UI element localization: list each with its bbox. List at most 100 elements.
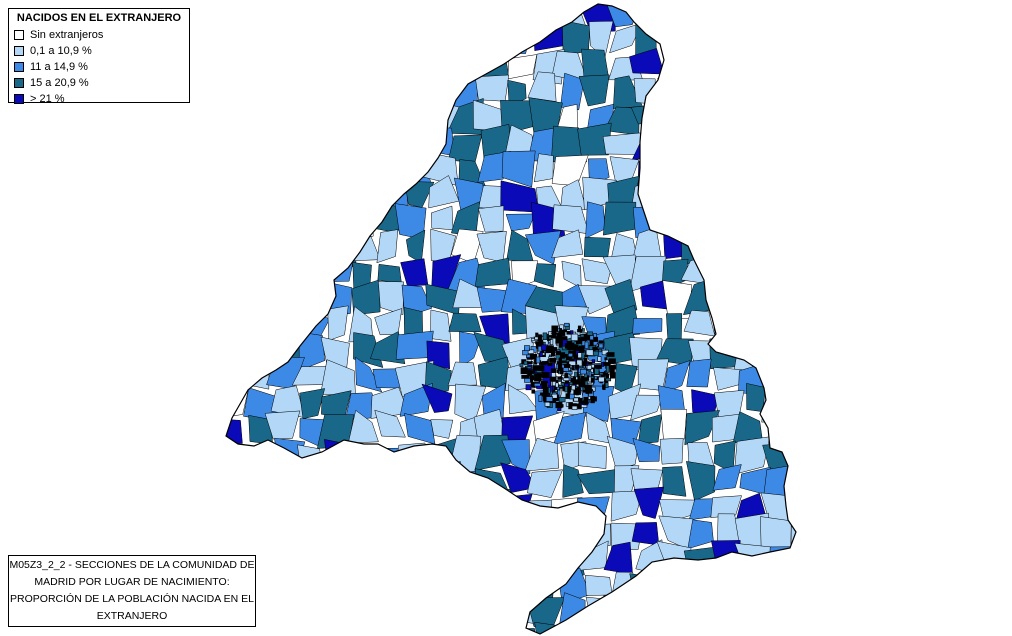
legend-item-15-to-20-9: 15 a 20,9 % [9,75,189,91]
legend-label: 11 a 14,9 % [30,61,88,73]
urban-section [541,380,548,389]
urban-section [536,372,540,377]
census-section [631,522,660,546]
urban-section [609,365,615,373]
census-section [686,461,716,502]
legend-item-sin-extranjeros: Sin extranjeros [9,27,189,43]
census-section [429,52,461,76]
urban-section [573,397,579,402]
urban-section [584,354,589,358]
urban-section [591,396,597,402]
census-section [449,515,483,550]
urban-section [550,368,557,373]
urban-section [574,364,580,369]
census-section [790,520,796,548]
census-section [734,203,768,240]
census-section [295,4,330,24]
urban-section [559,328,562,334]
urban-section [573,350,577,355]
urban-section [563,364,571,368]
census-section [763,464,795,499]
census-section [447,361,478,387]
urban-section [533,383,541,387]
census-section [761,386,787,423]
urban-section [590,378,595,383]
census-section [706,23,737,58]
census-section [400,258,429,287]
map-legend: NACIDOS EN EL EXTRANJERO Sin extranjeros… [8,8,190,105]
census-section [708,594,741,631]
census-section [226,493,253,522]
urban-section [568,353,573,357]
census-section [425,461,462,497]
census-section [396,618,422,634]
census-section [766,278,794,310]
census-section [585,596,617,623]
census-section [785,383,796,422]
census-section [244,331,277,370]
census-section [654,126,695,158]
census-section [689,565,716,605]
census-section [787,4,796,31]
census-section [763,570,792,602]
urban-section [551,325,559,332]
census-section [655,99,693,129]
urban-section [551,331,557,339]
urban-section [550,339,554,346]
urban-section [577,404,582,410]
census-section [376,229,399,264]
census-section [733,436,771,475]
urban-section [577,329,583,333]
census-section [629,48,665,75]
urban-section [545,346,554,350]
urban-section [604,382,609,388]
urban-section [582,328,585,332]
urban-section [519,363,524,367]
urban-section [605,359,609,363]
census-section [474,434,511,471]
urban-section [592,350,600,356]
census-section [430,419,454,439]
census-section [317,466,355,500]
urban-section [530,377,533,381]
census-section [609,22,643,54]
census-section [763,592,796,621]
urban-section [551,393,558,399]
census-section [706,229,748,265]
census-section [533,22,564,51]
census-section [784,419,796,447]
census-section [292,617,328,634]
census-section [396,519,427,550]
census-section [585,574,613,596]
census-section [659,437,684,465]
census-section [771,413,796,447]
census-section [453,566,486,605]
census-section [226,462,247,501]
census-section [562,464,584,498]
census-section [691,51,720,82]
urban-section [542,332,548,340]
census-section [481,488,512,519]
census-section [743,23,771,49]
census-section [324,439,351,476]
census-section [664,24,693,59]
census-section [226,255,252,290]
census-section [502,568,536,598]
census-section [401,546,432,568]
census-section [532,5,554,33]
census-section [226,518,253,551]
census-section [657,577,695,605]
urban-section [564,373,569,379]
census-section [764,46,795,76]
census-section [476,230,507,263]
census-section [375,467,409,497]
census-section [351,468,382,490]
madrid-city-core [519,322,617,412]
census-section [290,514,331,552]
urban-section [577,352,582,359]
urban-section [608,358,616,364]
census-section [375,513,401,554]
census-section [376,20,409,56]
census-section [551,626,591,634]
census-section [735,235,764,268]
